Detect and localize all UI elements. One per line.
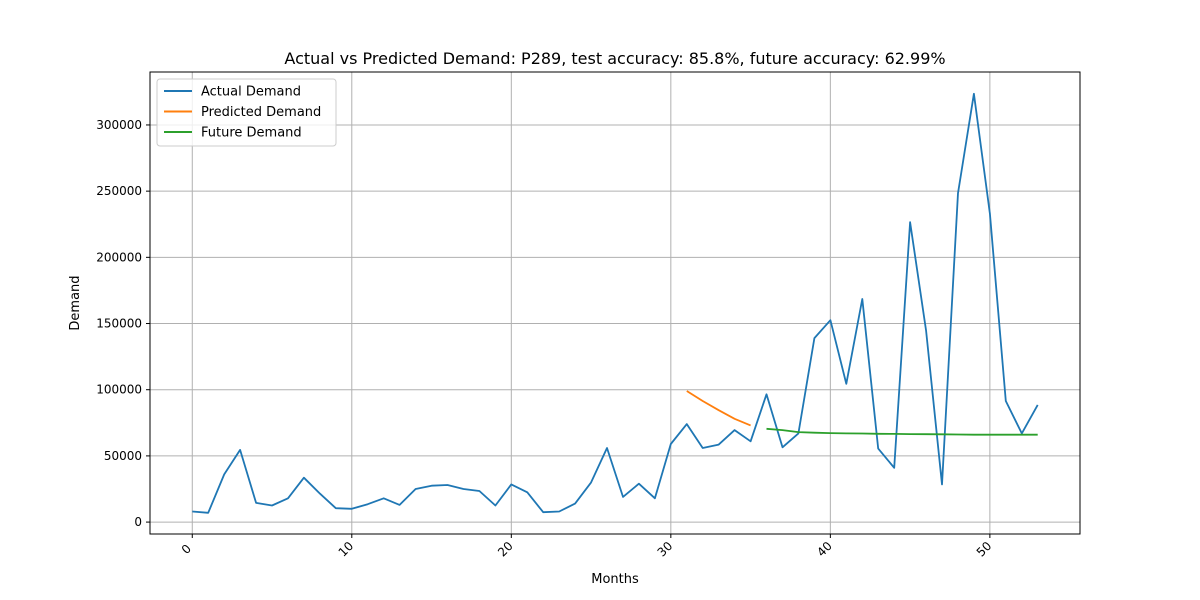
y-tick-label: 50000 [104,449,142,463]
legend: Actual Demand Predicted Demand Future Dema… [156,78,337,147]
legend-box [156,78,337,147]
x-axis-label: Months [591,572,639,587]
plot-frame [149,71,1081,535]
actual-demand-line [192,92,1039,514]
actual-demand-legend-label: Actual Demand [201,85,301,100]
plot-series [192,92,1039,514]
future-demand-line [766,427,1038,436]
y-axis-ticks: 0 50000 100000 150000 200000 250000 300000 [96,118,150,529]
y-axis-label: Demand [68,275,83,330]
chart-title: Actual vs Predicted Demand: P289, test a… [284,49,945,68]
predicted-demand-legend-label: Predicted Demand [201,105,321,120]
y-tick-label: 250000 [96,184,142,198]
y-tick-label: 300000 [96,118,142,132]
y-tick-label: 150000 [96,317,142,331]
predicted-demand-line [686,390,751,427]
y-tick-label: 200000 [96,250,142,264]
y-tick-label: 0 [134,515,142,529]
future-demand-legend-label: Future Demand [201,126,302,141]
y-tick-label: 100000 [96,383,142,397]
